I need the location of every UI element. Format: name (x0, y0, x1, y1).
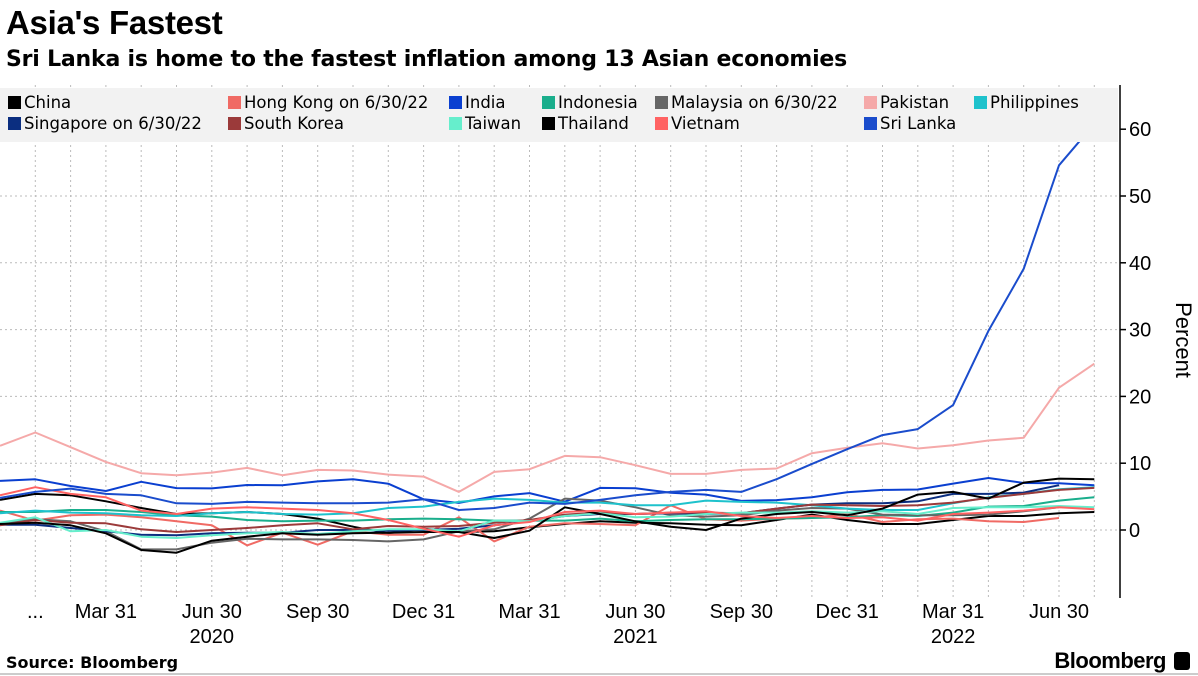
source-note: Source: Bloomberg (6, 653, 179, 672)
legend: China Hong Kong on 6/30/22 India Indonesia M… (0, 88, 1118, 142)
y-axis-label: Percent (1171, 302, 1196, 378)
brand-logo: Bloomberg (1054, 648, 1166, 673)
divider (0, 673, 1198, 675)
legend-item: South Korea (228, 114, 344, 133)
bloomberg-icon (1174, 652, 1190, 670)
x-tick-label: ... (27, 601, 44, 623)
legend-item: India (449, 93, 506, 112)
legend-item: China (8, 93, 71, 112)
legend-label: China (24, 93, 72, 112)
x-tick-label: Sep 30 (710, 601, 773, 623)
legend-swatch (864, 117, 877, 130)
chart-title: Asia's Fastest (6, 4, 223, 41)
series-line-sri-lanka (0, 123, 1096, 511)
legend-label: India (465, 93, 506, 112)
legend-swatch (228, 96, 241, 109)
series-line-philippines (0, 486, 1095, 517)
y-tick-label: 40 (1129, 253, 1151, 275)
legend-label: Indonesia (558, 93, 638, 112)
legend-label: Vietnam (671, 114, 740, 133)
x-year-label: 2022 (931, 626, 976, 648)
series-line-malaysia-on-6-30-22 (0, 497, 1060, 551)
x-tick-label: Sep 30 (286, 601, 349, 623)
x-year-label: 2021 (613, 626, 658, 648)
legend-swatch (449, 117, 462, 130)
series-line-vietnam (0, 486, 1095, 538)
legend-swatch (8, 96, 21, 109)
legend-item: Malaysia on 6/30/22 (655, 93, 838, 112)
legend-swatch (228, 117, 241, 130)
y-tick-label: 30 (1129, 320, 1151, 342)
x-year-label: 2020 (190, 626, 235, 648)
legend-swatch (974, 96, 987, 109)
x-tick-label: Mar 31 (922, 601, 984, 623)
x-tick-label: Mar 31 (75, 601, 137, 623)
legend-label: South Korea (244, 114, 344, 133)
series-line-pakistan (0, 362, 1095, 493)
x-tick-label: Mar 31 (498, 601, 560, 623)
legend-label: Taiwan (465, 114, 522, 133)
legend-item: Pakistan (864, 93, 949, 112)
legend-label: Philippines (990, 93, 1079, 112)
legend-swatch (542, 96, 555, 109)
legend-label: Malaysia on 6/30/22 (671, 93, 838, 112)
series-line-hong-kong-on-6-30-22 (0, 504, 1060, 547)
legend-swatch (449, 96, 462, 109)
y-tick-label: 10 (1129, 453, 1151, 475)
legend-swatch (655, 96, 668, 109)
legend-swatch (655, 117, 668, 130)
x-tick-label: Dec 31 (816, 601, 879, 623)
x-tick-label: Dec 31 (392, 601, 455, 623)
chart-subtitle: Sri Lanka is home to the fastest inflati… (6, 47, 848, 72)
x-tick-label: Jun 30 (1029, 601, 1089, 623)
legend-label: Singapore on 6/30/22 (24, 114, 202, 133)
legend-swatch (864, 96, 877, 109)
y-tick-label: 50 (1129, 186, 1151, 208)
y-tick-label: 0 (1129, 520, 1140, 542)
legend-item: Indonesia (542, 93, 638, 112)
legend-item: Philippines (974, 93, 1079, 112)
legend-item: Sri Lanka (864, 114, 956, 133)
legend-item: Taiwan (449, 114, 521, 133)
legend-swatch (8, 117, 21, 130)
legend-item: Vietnam (655, 114, 740, 133)
legend-item: Hong Kong on 6/30/22 (228, 93, 428, 112)
legend-swatch (542, 117, 555, 130)
legend-item: Thailand (542, 114, 629, 133)
x-tick-label: Jun 30 (182, 601, 242, 623)
y-tick-label: 60 (1129, 119, 1151, 141)
legend-label: Thailand (558, 114, 629, 133)
series-line-india (0, 477, 1095, 504)
y-tick-label: 20 (1129, 386, 1151, 408)
x-tick-label: Jun 30 (605, 601, 665, 623)
series-line-thailand (0, 477, 1095, 554)
legend-label: Pakistan (880, 93, 950, 112)
legend-item: Singapore on 6/30/22 (8, 114, 202, 133)
legend-label: Sri Lanka (880, 114, 957, 133)
legend-label: Hong Kong on 6/30/22 (244, 93, 429, 112)
